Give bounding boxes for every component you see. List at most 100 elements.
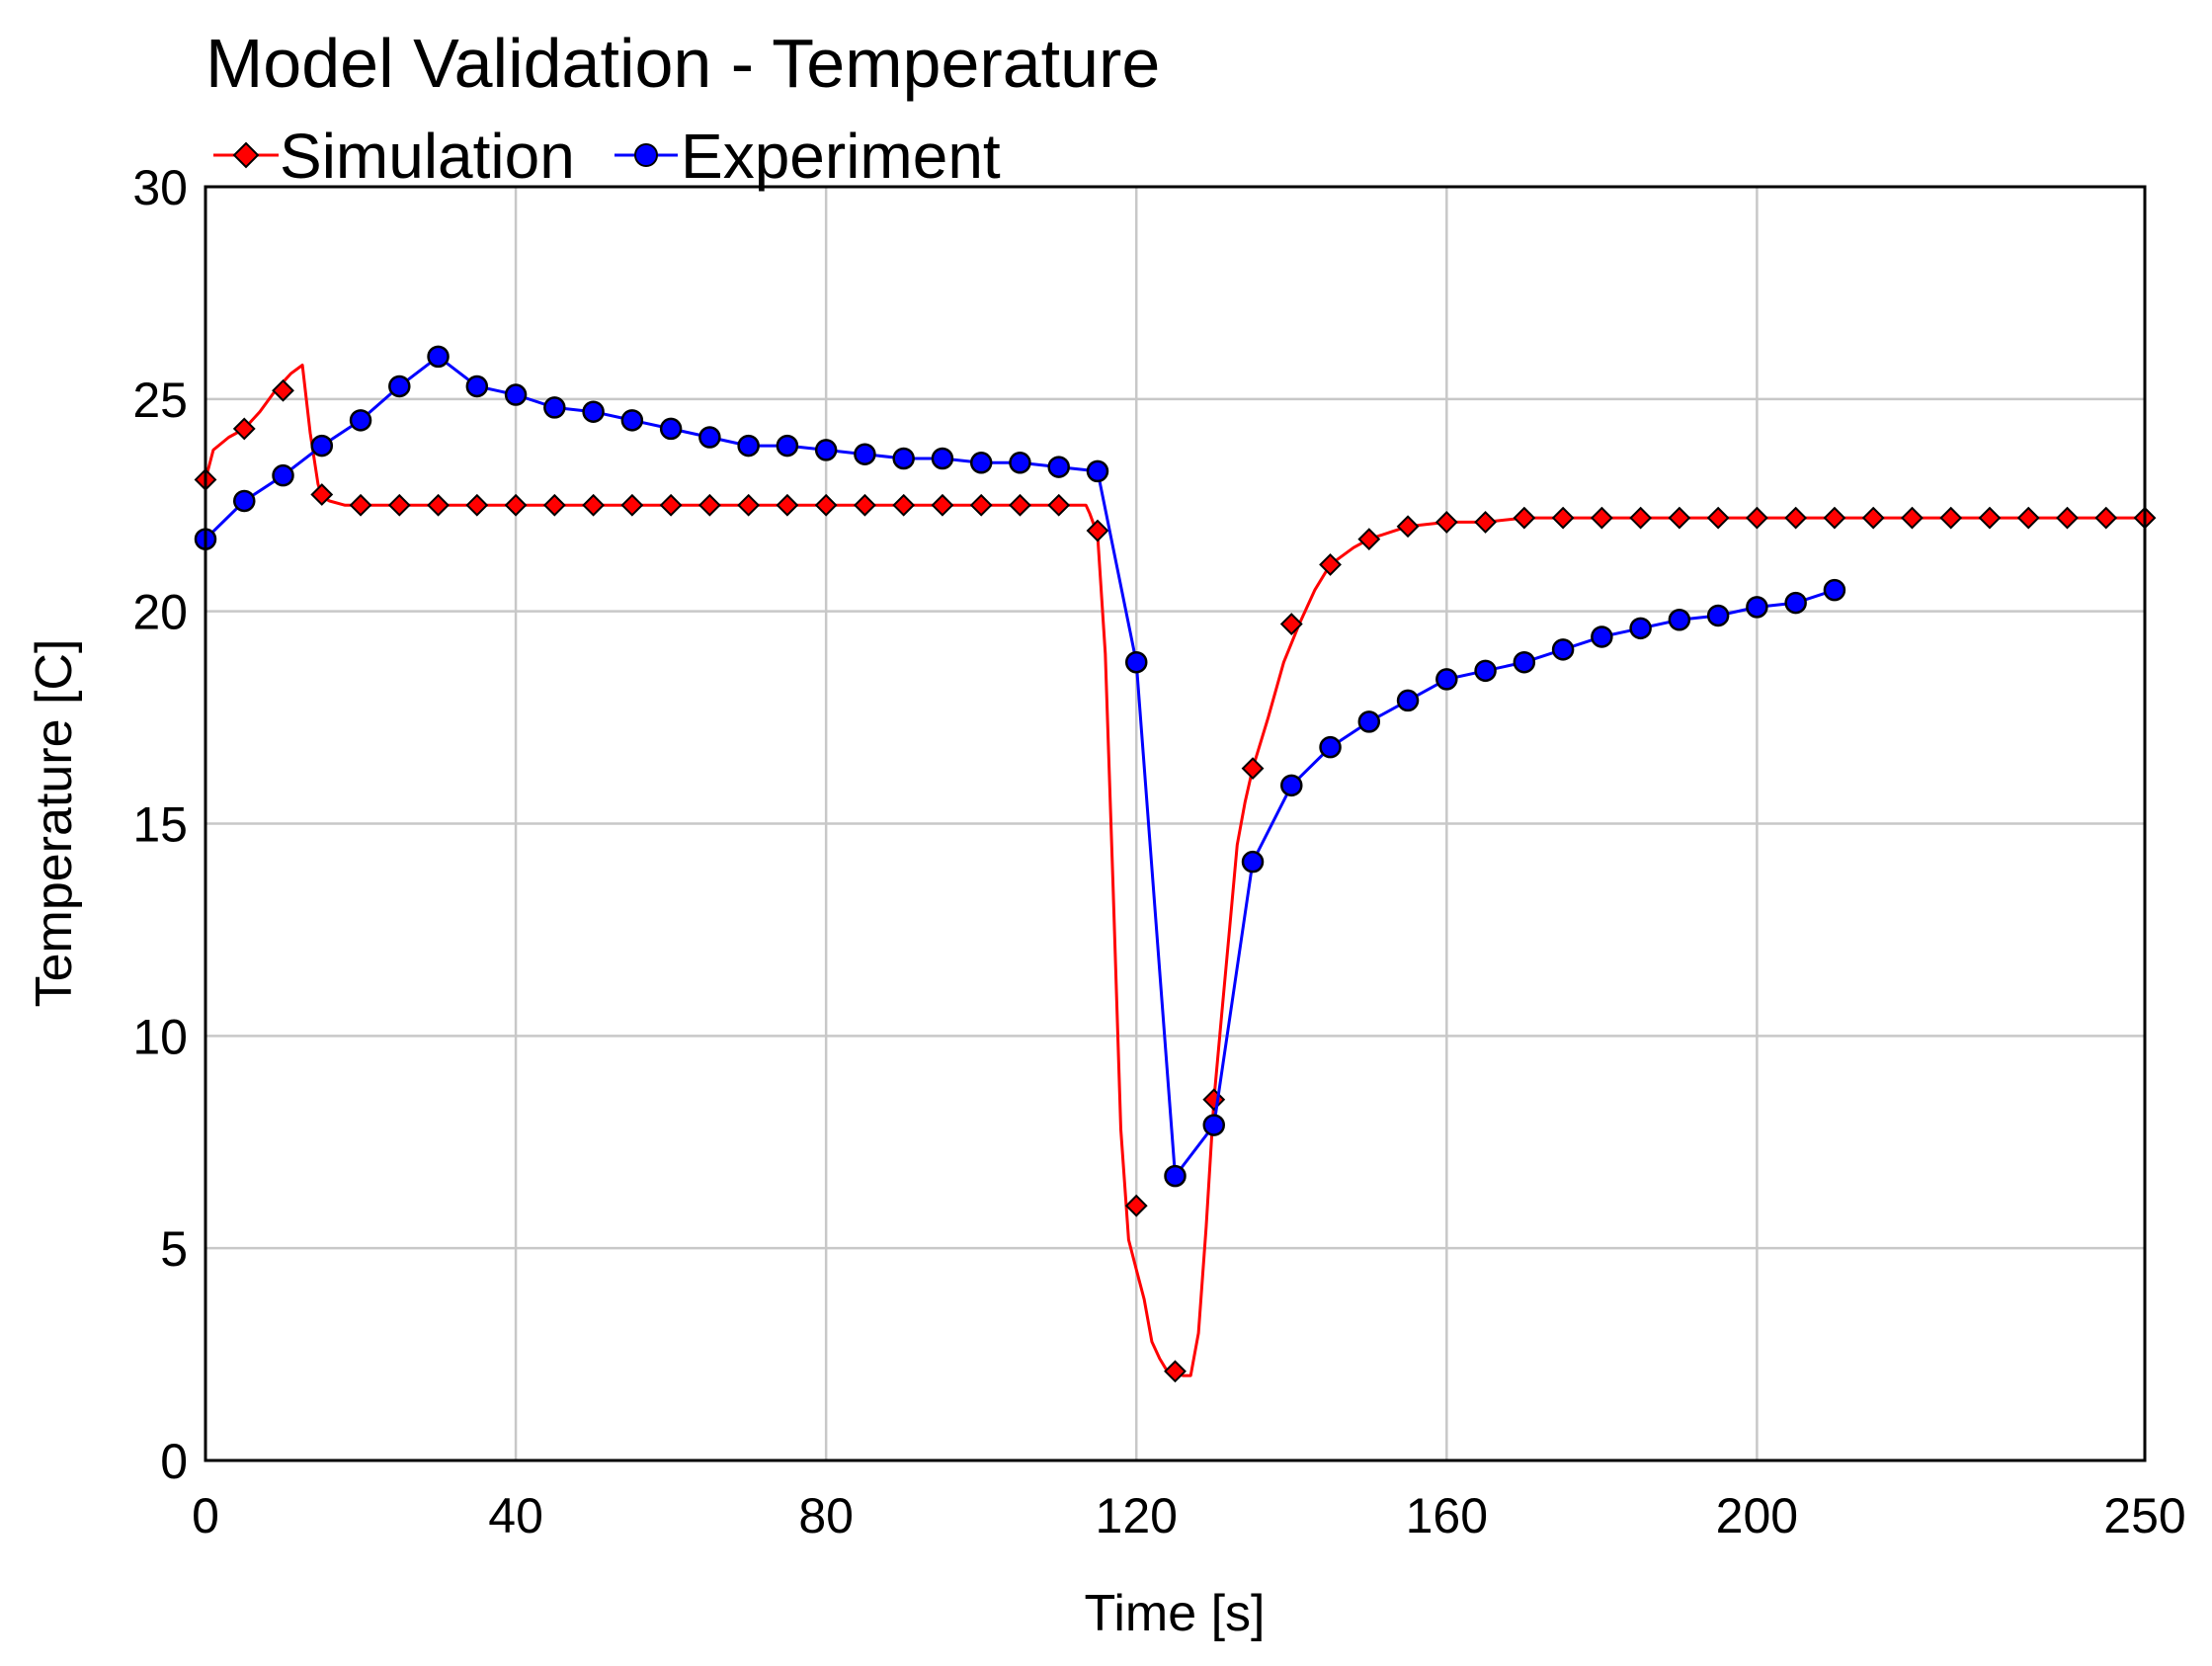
experiment-point <box>504 383 528 406</box>
simulation-point <box>2056 506 2079 530</box>
simulation-point <box>349 493 372 517</box>
x-tick-label: 40 <box>488 1488 543 1543</box>
experiment-point <box>698 426 721 449</box>
simulation-point <box>1202 1088 1226 1112</box>
simulation-point <box>504 493 528 517</box>
simulation-point <box>387 493 411 517</box>
simulation-point <box>1241 757 1265 781</box>
simulation-point <box>1357 528 1381 551</box>
experiment-point <box>1823 578 1846 602</box>
experiment-point <box>1474 659 1497 683</box>
experiment-point <box>1280 774 1303 797</box>
experiment-point <box>1551 638 1575 661</box>
experiment-point <box>427 345 450 369</box>
simulation-point <box>659 493 683 517</box>
series-layer <box>194 345 2157 1383</box>
simulation-point <box>814 493 838 517</box>
simulation-line <box>204 364 2145 1377</box>
simulation-point <box>1861 506 1885 530</box>
y-tick-label: 0 <box>160 1434 188 1489</box>
experiment-point <box>1746 596 1768 619</box>
experiment-point <box>969 452 993 474</box>
simulation-point <box>310 483 334 506</box>
experiment-point <box>1784 591 1807 615</box>
experiment-point <box>1202 1114 1226 1136</box>
experiment-point <box>1047 456 1070 478</box>
simulation-point <box>1706 506 1730 530</box>
experiment-line <box>204 355 1836 1178</box>
y-axis-label: Temperature [C] <box>26 639 83 1008</box>
experiment-point <box>1164 1164 1187 1188</box>
legend-experiment-label: Experiment <box>681 121 1001 192</box>
experiment-point <box>931 447 954 470</box>
gridlines <box>204 185 2147 1462</box>
simulation-point <box>427 493 450 517</box>
simulation-point <box>1668 506 1691 530</box>
plot-frame <box>204 185 2147 1462</box>
simulation-point <box>465 493 489 517</box>
experiment-point <box>272 463 294 487</box>
legend-item-experiment: Experiment <box>614 121 1001 192</box>
simulation-point <box>737 493 761 517</box>
legend: Simulation Experiment <box>213 121 1001 192</box>
simulation-point <box>1474 511 1497 534</box>
simulation-point <box>854 493 876 517</box>
experiment-point <box>1513 650 1536 674</box>
y-tick-label: 15 <box>132 797 188 853</box>
experiment-point <box>582 400 605 423</box>
experiment-point <box>1706 604 1730 627</box>
y-tick-label: 30 <box>132 160 188 215</box>
experiment-point <box>1435 668 1458 691</box>
x-tick-label: 80 <box>798 1488 854 1543</box>
simulation-point <box>1978 506 2002 530</box>
experiment-point <box>814 439 838 461</box>
simulation-point <box>2094 506 2118 530</box>
simulation-point <box>232 417 256 441</box>
simulation-point <box>1939 506 1963 530</box>
experiment-point <box>776 434 799 458</box>
x-axis-label: Time [s] <box>1085 1585 1266 1642</box>
simulation-point <box>542 493 566 517</box>
y-tick-label: 5 <box>160 1221 188 1277</box>
experiment-point <box>1668 609 1691 631</box>
simulation-point <box>272 378 294 402</box>
experiment-point <box>1009 452 1031 474</box>
simulation-point <box>697 493 721 517</box>
y-tick-label: 10 <box>132 1009 188 1064</box>
simulation-point <box>1513 506 1536 530</box>
experiment-point <box>1591 625 1613 648</box>
experiment-point <box>854 443 876 465</box>
series-simulation <box>194 364 2157 1383</box>
experiment-point <box>737 434 760 458</box>
series-experiment <box>194 345 1846 1188</box>
experiment-point <box>233 489 256 513</box>
experiment-point <box>543 396 566 419</box>
simulation-point <box>1745 506 1768 530</box>
experiment-point <box>620 409 644 432</box>
y-tick-label: 25 <box>132 373 188 428</box>
legend-item-simulation: Simulation <box>213 121 575 192</box>
legend-simulation-label: Simulation <box>280 121 575 192</box>
experiment-point <box>465 375 489 398</box>
simulation-point <box>1629 506 1653 530</box>
x-tick-label: 0 <box>192 1488 219 1543</box>
simulation-point <box>1590 506 1613 530</box>
simulation-point <box>1319 552 1342 576</box>
simulation-point <box>1164 1360 1187 1383</box>
experiment-point <box>310 434 334 458</box>
simulation-point <box>892 493 916 517</box>
experiment-point <box>1357 710 1381 733</box>
simulation-point <box>1784 506 1808 530</box>
legend-experiment-marker <box>634 143 658 167</box>
experiment-point <box>1086 459 1109 483</box>
simulation-point <box>969 493 993 517</box>
simulation-point <box>1124 1194 1148 1217</box>
simulation-point <box>582 493 606 517</box>
experiment-point <box>388 375 411 398</box>
x-tick-label: 250 <box>2103 1488 2185 1543</box>
x-tick-labels: 0 40 80 120 160 200 250 <box>192 1488 2186 1543</box>
simulation-point <box>1086 519 1109 542</box>
experiment-point <box>1241 850 1265 874</box>
simulation-point <box>1901 506 1924 530</box>
